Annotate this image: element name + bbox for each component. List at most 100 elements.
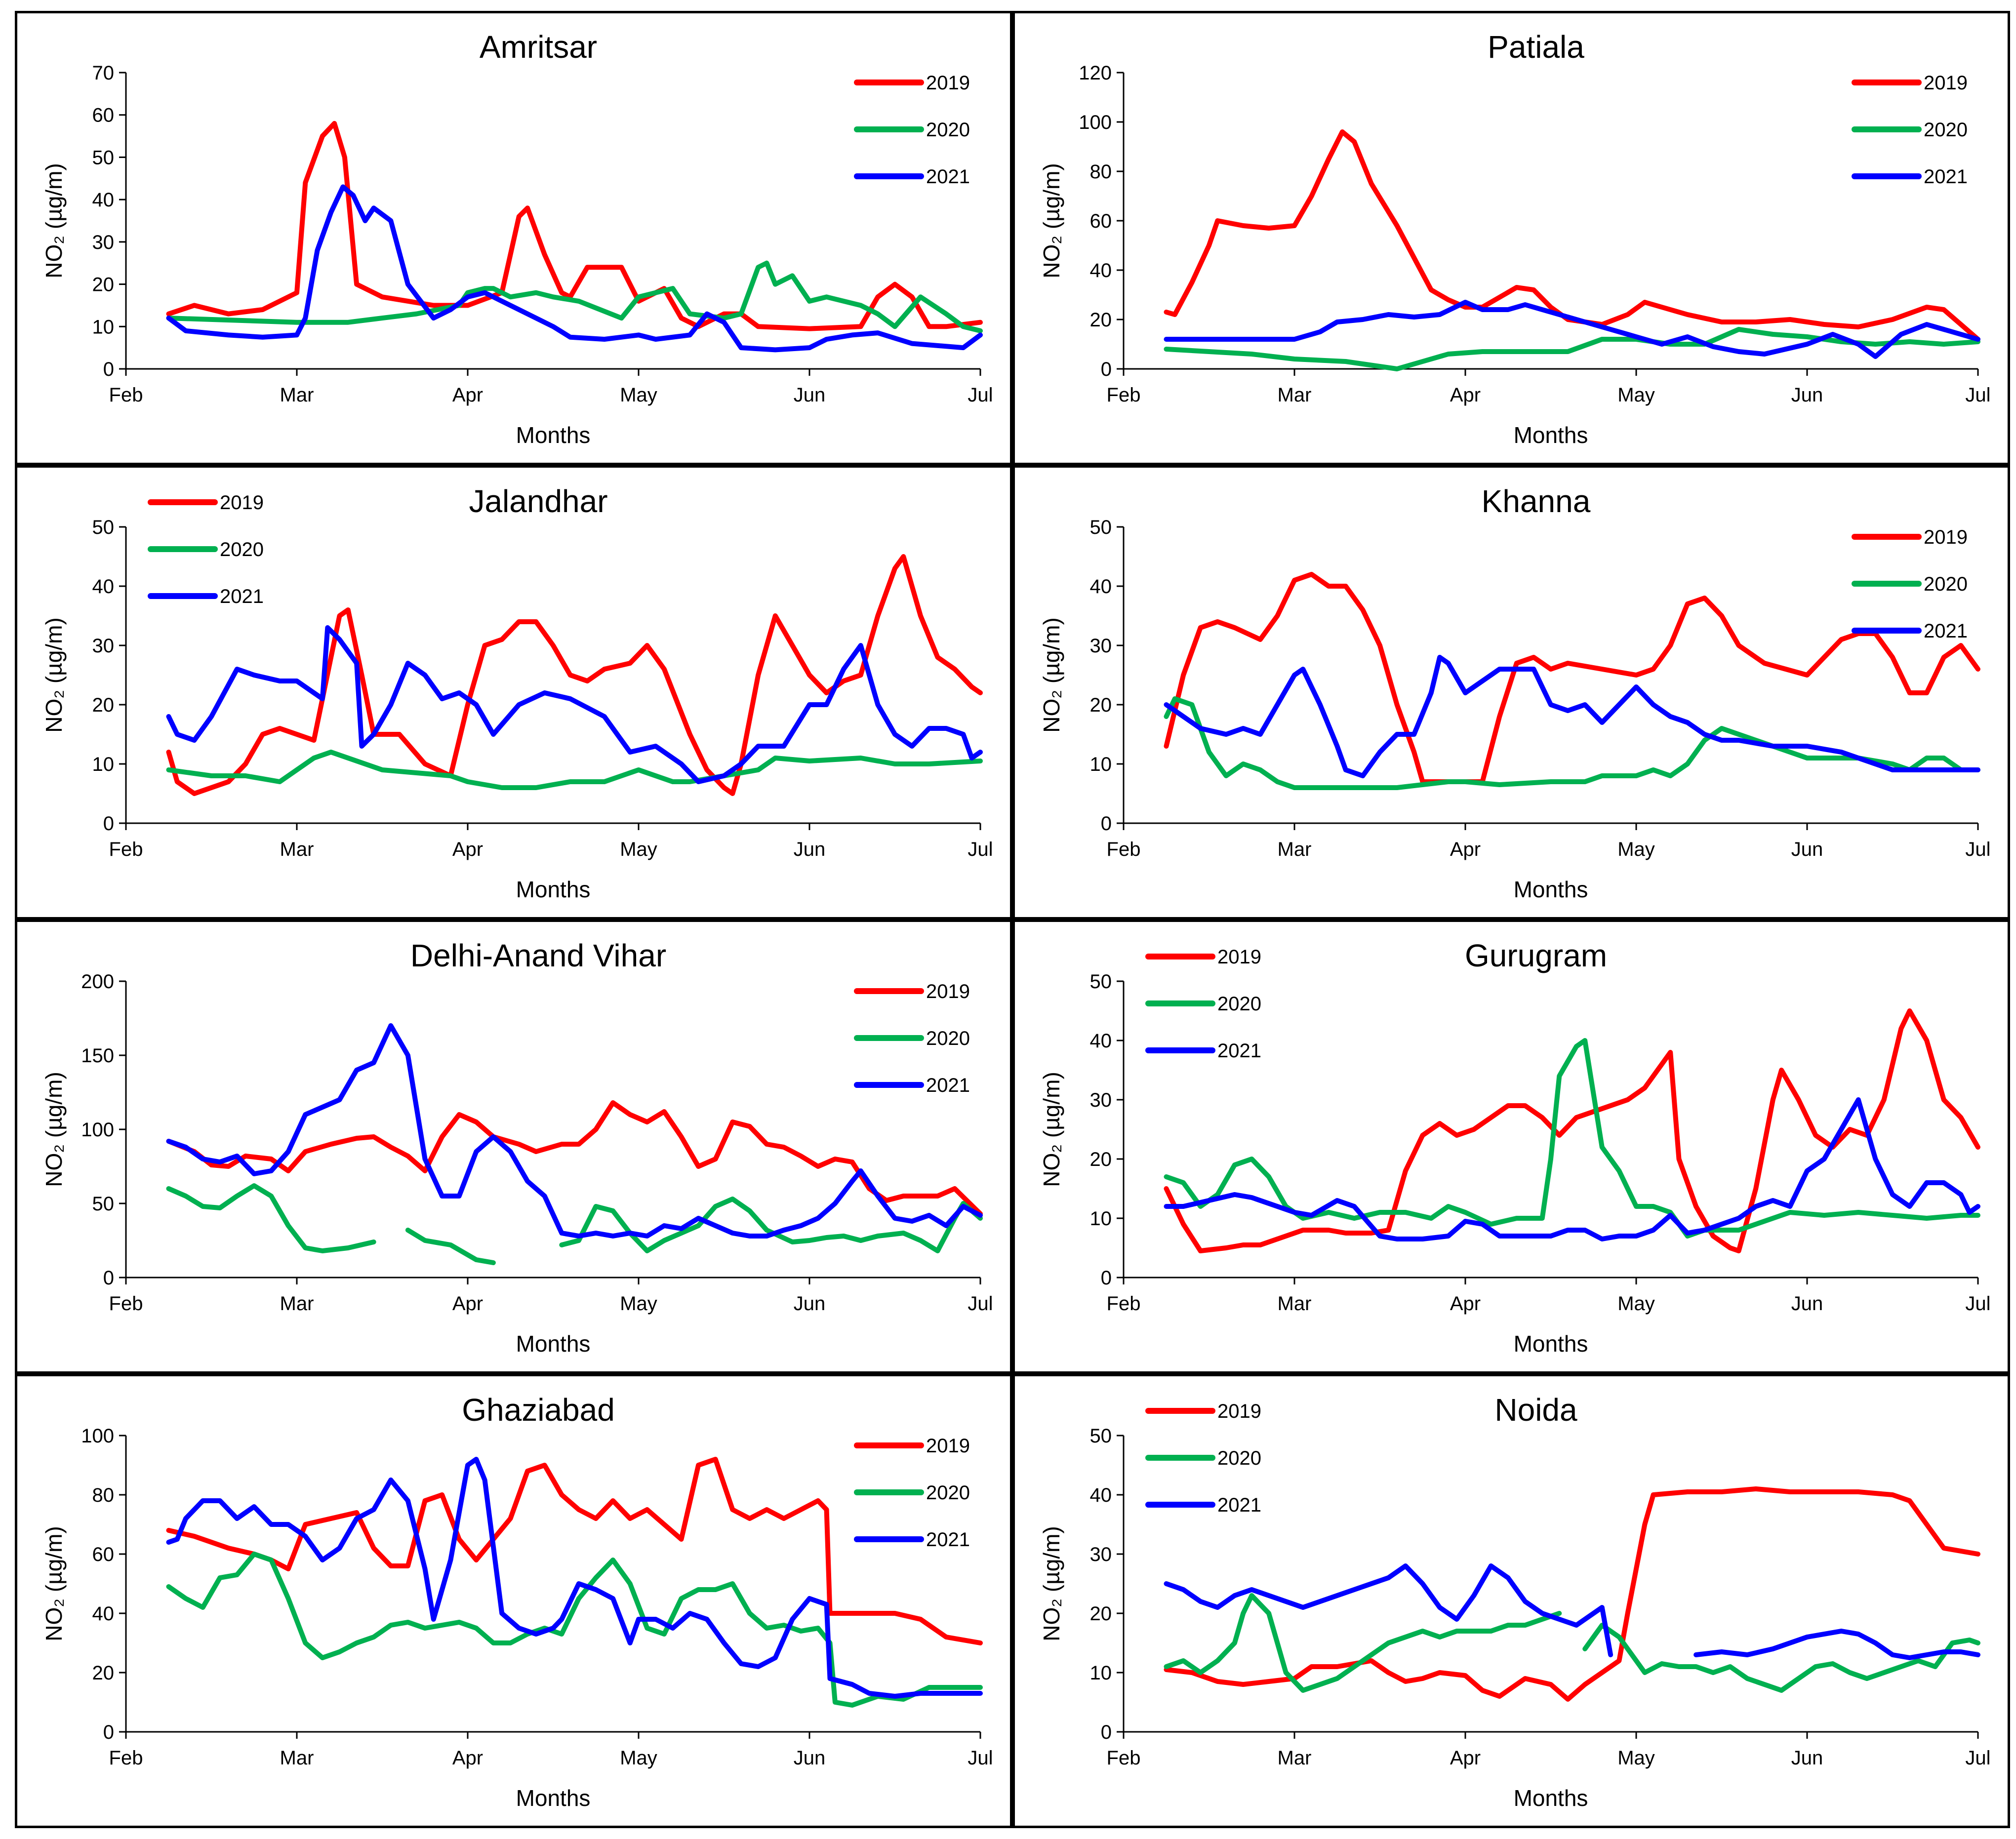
x-axis-label: Months bbox=[1514, 877, 1588, 902]
x-tick-label: Apr bbox=[452, 384, 483, 406]
y-axis-label: NO₂ (µg/m) bbox=[41, 617, 67, 732]
legend-label-2019: 2019 bbox=[1217, 946, 1261, 968]
legend-label-2021: 2021 bbox=[1924, 620, 1968, 642]
x-tick-label: Apr bbox=[452, 839, 483, 860]
x-tick-label: Mar bbox=[280, 1747, 314, 1769]
y-tick-label: 40 bbox=[1090, 260, 1112, 281]
legend-label-2020: 2020 bbox=[220, 539, 264, 560]
series-line-2021 bbox=[1693, 1629, 1980, 1660]
series-line-2019 bbox=[1164, 1486, 1980, 1702]
x-tick-label: Jun bbox=[794, 1293, 826, 1315]
y-tick-label: 20 bbox=[92, 694, 115, 716]
series-line-2021 bbox=[1164, 1563, 1613, 1657]
y-tick-label: 40 bbox=[1090, 1030, 1112, 1052]
x-tick-label: Jun bbox=[1791, 1747, 1823, 1769]
y-tick-label: 40 bbox=[92, 1603, 115, 1625]
x-axis-label: Months bbox=[516, 1785, 591, 1811]
series-line-2020 bbox=[1164, 327, 1980, 371]
series-line-2020 bbox=[1164, 696, 1980, 790]
legend-label-2021: 2021 bbox=[926, 166, 970, 188]
y-tick-label: 100 bbox=[1079, 112, 1112, 133]
x-tick-label: Jun bbox=[1791, 384, 1823, 406]
y-tick-label: 10 bbox=[1090, 754, 1112, 775]
y-tick-label: 120 bbox=[1079, 62, 1112, 84]
y-axis-label: NO₂ (µg/m) bbox=[1039, 163, 1064, 278]
chart-panel-ghaziabad: Ghaziabad 0 20 40 60 80 100 Feb Mar Apr May Jun Jul M… bbox=[15, 1374, 1012, 1828]
x-tick-label: Jun bbox=[794, 384, 826, 406]
series-line-2019 bbox=[166, 1457, 983, 1645]
legend-label-2019: 2019 bbox=[220, 492, 264, 514]
legend-label-2020: 2020 bbox=[1924, 119, 1968, 141]
x-tick-label: Jul bbox=[1965, 384, 1990, 406]
x-tick-label: May bbox=[1617, 1747, 1655, 1769]
series-line-2021 bbox=[1164, 655, 1980, 778]
series-line-2020 bbox=[405, 1228, 496, 1265]
y-tick-label: 30 bbox=[92, 232, 115, 253]
x-tick-label: Apr bbox=[1450, 384, 1481, 406]
y-tick-label: 40 bbox=[92, 189, 115, 211]
y-tick-label: 10 bbox=[1090, 1208, 1112, 1230]
y-tick-label: 30 bbox=[92, 635, 115, 657]
chart-title: Amritsar bbox=[480, 29, 597, 65]
y-tick-label: 0 bbox=[103, 359, 114, 380]
chart-title: Noida bbox=[1494, 1392, 1577, 1428]
y-tick-label: 10 bbox=[92, 754, 115, 775]
y-tick-label: 50 bbox=[1090, 517, 1112, 538]
chart-panel-gurugram: Gurugram 0 10 20 30 40 50 Feb Mar Apr May Jun Jul Mon… bbox=[1012, 920, 2010, 1374]
y-tick-label: 20 bbox=[1090, 694, 1112, 716]
chart-title: Delhi-Anand Vihar bbox=[410, 938, 666, 973]
chart-title: Jalandhar bbox=[469, 483, 607, 519]
y-tick-label: 50 bbox=[92, 517, 115, 538]
x-tick-label: May bbox=[1617, 1293, 1655, 1315]
series-line-2021 bbox=[166, 1457, 983, 1699]
x-tick-label: Mar bbox=[280, 1293, 314, 1315]
x-tick-label: Feb bbox=[109, 1747, 143, 1769]
y-tick-label: 150 bbox=[81, 1045, 114, 1067]
y-tick-label: 50 bbox=[1090, 1425, 1112, 1447]
x-axis-label: Months bbox=[1514, 422, 1588, 448]
line-chart: Delhi-Anand Vihar 0 50 100 150 200 Feb Mar Apr Ma… bbox=[41, 938, 993, 1357]
y-axis-label: NO₂ (µg/m) bbox=[1039, 1072, 1064, 1187]
y-tick-label: 80 bbox=[92, 1484, 115, 1506]
series-line-2020 bbox=[1164, 1038, 1980, 1239]
chart-title: Khanna bbox=[1482, 483, 1591, 519]
chart-title: Ghaziabad bbox=[462, 1392, 615, 1428]
legend-label-2019: 2019 bbox=[926, 72, 970, 94]
x-tick-label: Feb bbox=[109, 1293, 143, 1315]
series-line-2021 bbox=[1164, 1097, 1980, 1241]
y-tick-label: 0 bbox=[1101, 359, 1112, 380]
y-tick-label: 50 bbox=[92, 1193, 115, 1215]
y-tick-label: 0 bbox=[1101, 1267, 1112, 1289]
series-line-2020 bbox=[1582, 1623, 1980, 1693]
y-tick-label: 0 bbox=[103, 813, 114, 835]
legend-label-2019: 2019 bbox=[1924, 72, 1968, 94]
y-tick-label: 20 bbox=[92, 274, 115, 296]
x-tick-label: Mar bbox=[1278, 384, 1312, 406]
y-tick-label: 60 bbox=[92, 105, 115, 126]
chart-title: Patiala bbox=[1488, 29, 1584, 65]
x-tick-label: May bbox=[1617, 839, 1655, 860]
legend-label-2020: 2020 bbox=[926, 119, 970, 141]
x-tick-label: Mar bbox=[280, 384, 314, 406]
x-tick-label: Feb bbox=[1107, 1293, 1141, 1315]
x-tick-label: Jul bbox=[968, 1293, 993, 1315]
x-tick-label: Jun bbox=[1791, 839, 1823, 860]
y-tick-label: 100 bbox=[81, 1119, 114, 1141]
legend-label-2019: 2019 bbox=[1217, 1400, 1261, 1422]
y-tick-label: 80 bbox=[1090, 161, 1112, 183]
y-tick-label: 0 bbox=[103, 1267, 114, 1289]
y-tick-label: 10 bbox=[1090, 1662, 1112, 1684]
line-chart: Gurugram 0 10 20 30 40 50 Feb Mar Apr May Jun Jul Mon… bbox=[1039, 938, 1991, 1357]
x-tick-label: Jun bbox=[1791, 1293, 1823, 1315]
y-axis-label: NO₂ (µg/m) bbox=[1039, 1526, 1064, 1641]
series-line-2019 bbox=[1164, 1008, 1980, 1253]
series-line-2020 bbox=[166, 750, 983, 790]
y-tick-label: 30 bbox=[1090, 1089, 1112, 1111]
chart-panel-noida: Noida 0 10 20 30 40 50 Feb Mar Apr May Jun Jul Months… bbox=[1012, 1374, 2010, 1828]
x-tick-label: Feb bbox=[1107, 1747, 1141, 1769]
y-tick-label: 20 bbox=[1090, 309, 1112, 331]
x-tick-label: Jul bbox=[968, 384, 993, 406]
series-line-2019 bbox=[1164, 129, 1980, 342]
chart-title: Gurugram bbox=[1465, 938, 1607, 973]
